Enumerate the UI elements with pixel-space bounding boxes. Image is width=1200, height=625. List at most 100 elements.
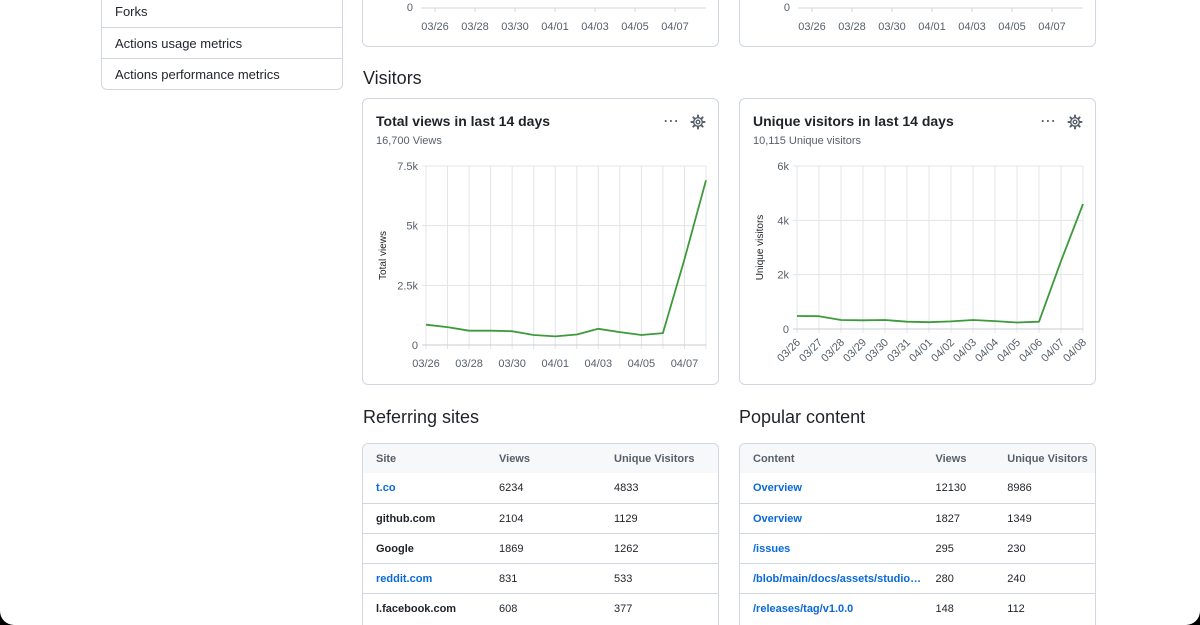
y-tick-label: 4k [777, 215, 789, 227]
x-tick-label: 03/28 [819, 337, 847, 365]
referring-site-link[interactable]: reddit.com [376, 572, 433, 585]
x-tick-label: 04/01 [907, 337, 935, 365]
chart-actions: ⋯ [663, 114, 706, 130]
referring-site-label: l.facebook.com [376, 602, 457, 615]
referring-sites-table: Site Views Unique Visitors t.co 6234 4833 g… [362, 443, 719, 625]
x-tick-label: 03/30 [498, 358, 526, 370]
data-point [993, 319, 997, 323]
y-axis-label: Unique visitors [755, 215, 766, 281]
x-tick-label: 03/27 [797, 337, 825, 365]
data-point [489, 329, 493, 333]
unique-visitors-cell: 8986 [1007, 482, 1032, 494]
x-tick-label: 03/30 [863, 337, 891, 365]
data-point [532, 333, 536, 337]
x-tick-label: 03/31 [885, 337, 913, 365]
column-header-unique-visitors: Unique Visitors [614, 452, 695, 465]
referring-site-link[interactable]: t.co [376, 482, 396, 494]
y-tick-label: 2k [777, 270, 789, 282]
x-tick-label: 04/05 [995, 337, 1023, 365]
views-cell: 280 [935, 572, 954, 585]
sidebar-nav: Forks Actions usage metrics Actions perf… [101, 0, 343, 90]
data-point [1015, 320, 1019, 324]
y-tick-label: 5k [406, 221, 418, 233]
table-row: reddit.com 831 533 [363, 563, 718, 593]
gear-icon[interactable] [690, 114, 706, 130]
column-header-content: Content [753, 452, 795, 465]
views-cell: 608 [499, 602, 518, 615]
x-tick-label: 04/07 [661, 21, 689, 33]
kebab-icon[interactable]: ⋯ [663, 113, 680, 130]
sidebar-item-label: Actions usage metrics [115, 35, 243, 51]
sidebar-item-forks[interactable]: Forks [102, 0, 342, 27]
x-tick-label: 04/07 [1038, 21, 1066, 33]
x-tick-label: 04/04 [973, 337, 1001, 365]
x-tick-label: 04/03 [581, 21, 609, 33]
unique-visitors-cell: 533 [614, 572, 633, 585]
x-tick-label: 04/01 [918, 21, 946, 33]
unique-visitors-cell: 240 [1007, 572, 1026, 585]
x-tick-label: 04/08 [1061, 337, 1089, 365]
x-tick-label: 03/28 [838, 21, 866, 33]
unique-visitors-chart-card: Unique visitors in last 14 days 10,115 U… [739, 98, 1096, 385]
data-point [839, 318, 843, 322]
referring-site-label: Google [376, 542, 414, 555]
chart-title: Total views in last 14 days [376, 113, 551, 129]
data-point [661, 331, 665, 335]
x-tick-label: 04/06 [1017, 337, 1045, 365]
unique-cloners-chart-card: 0 03/26 03/28 03/30 04/01 04/03 04/05 04/07 [739, 0, 1096, 47]
data-point [639, 333, 643, 337]
data-point [618, 330, 622, 334]
data-point [861, 318, 865, 322]
sidebar-item-actions-performance-metrics[interactable]: Actions performance metrics [102, 58, 342, 89]
content-link[interactable]: /blob/main/docs/assets/studio_... [753, 572, 923, 585]
column-header-views: Views [935, 452, 967, 465]
views-cell: 6234 [499, 482, 524, 494]
views-cell: 831 [499, 572, 518, 585]
content-link[interactable]: Overview [753, 512, 802, 525]
unique-visitors-cell: 4833 [614, 482, 639, 494]
x-tick-label: 03/26 [775, 337, 803, 365]
content-link[interactable]: /releases/tag/v1.0.0 [753, 602, 854, 615]
column-header-site: Site [376, 452, 397, 465]
table-row: /issues 295 230 [740, 533, 1095, 563]
x-tick-label: 03/28 [455, 358, 483, 370]
visitors-heading: Visitors [363, 68, 422, 88]
unique-cloners-chart-axis: 0 03/26 03/28 03/30 04/01 04/03 04/05 04/07 [784, 2, 1083, 33]
clones-chart-card: 0 03/26 03/28 03/30 04/01 04/03 04/05 04/07 [362, 0, 719, 47]
unique-visitors-cell: 1349 [1007, 512, 1032, 525]
chart-subtitle: 10,115 Unique visitors [753, 135, 862, 147]
kebab-icon[interactable]: ⋯ [1040, 113, 1057, 130]
data-point [1059, 259, 1063, 263]
series-line [425, 180, 707, 338]
chart-actions: ⋯ [1040, 114, 1083, 130]
y-tick-label: 2.5k [397, 280, 418, 292]
sidebar-item-actions-usage-metrics[interactable]: Actions usage metrics [102, 27, 342, 58]
y-tick-label: 6k [777, 161, 789, 173]
chart-title: Unique visitors in last 14 days [753, 113, 954, 129]
content-link[interactable]: /issues [753, 542, 791, 555]
table-row: Google 1869 1262 [363, 533, 718, 563]
x-tick-label: 04/07 [1039, 337, 1067, 365]
unique-visitors-cell: 230 [1007, 542, 1026, 555]
x-tick-label: 04/03 [585, 358, 613, 370]
y-tick-label: 0 [784, 2, 790, 14]
y-tick-label: 0 [407, 2, 413, 14]
content-link[interactable]: Overview [753, 482, 802, 494]
clones-chart-axis: 0 03/26 03/28 03/30 04/01 04/03 04/05 04/07 [407, 2, 706, 33]
views-cell: 1869 [499, 542, 524, 555]
x-tick-label: 04/01 [541, 21, 569, 33]
referring-site-label: github.com [376, 512, 436, 525]
table-header: Content Views Unique Visitors [740, 444, 1095, 473]
unique-visitors-cell: 1129 [614, 512, 638, 525]
views-cell: 2104 [499, 512, 524, 525]
y-axis-label: Total views [378, 231, 389, 280]
table-row: Overview 12130 8986 [740, 473, 1095, 503]
gear-icon[interactable] [1067, 114, 1083, 130]
unique-visitors-cell: 1262 [614, 542, 639, 555]
data-point [575, 332, 579, 336]
chart-subtitle: 16,700 Views [376, 135, 442, 147]
x-tick-label: 03/26 [798, 21, 826, 33]
x-tick-label: 04/05 [621, 21, 649, 33]
data-point [424, 323, 428, 327]
